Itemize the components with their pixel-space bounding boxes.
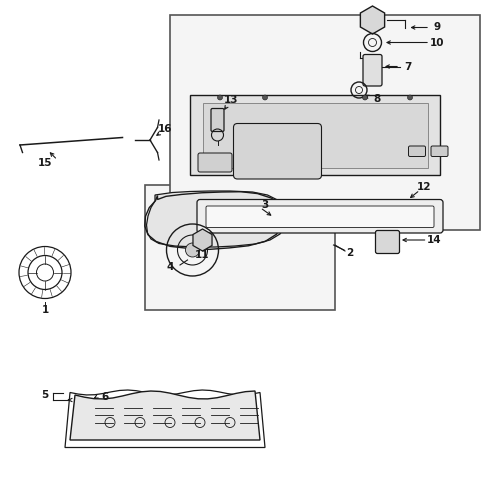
FancyBboxPatch shape xyxy=(431,146,448,156)
Bar xyxy=(170,15,480,230)
FancyBboxPatch shape xyxy=(408,146,426,156)
Text: 13: 13 xyxy=(224,95,238,105)
Text: 1: 1 xyxy=(42,305,48,315)
Text: 11: 11 xyxy=(195,250,210,260)
Circle shape xyxy=(408,95,412,100)
Text: 4: 4 xyxy=(166,262,173,272)
Text: 14: 14 xyxy=(426,235,442,245)
Text: 9: 9 xyxy=(434,22,441,32)
Polygon shape xyxy=(360,6,384,34)
FancyBboxPatch shape xyxy=(234,124,322,179)
Circle shape xyxy=(186,243,200,257)
Bar xyxy=(202,102,428,168)
Polygon shape xyxy=(70,391,260,440)
FancyBboxPatch shape xyxy=(206,206,434,228)
Circle shape xyxy=(218,95,222,100)
Text: 15: 15 xyxy=(38,158,52,168)
Polygon shape xyxy=(190,95,440,175)
Text: 7: 7 xyxy=(404,62,411,72)
Text: 12: 12 xyxy=(417,182,431,192)
Circle shape xyxy=(262,95,268,100)
Polygon shape xyxy=(146,191,288,247)
Text: 10: 10 xyxy=(430,38,445,48)
Text: 16: 16 xyxy=(158,124,172,134)
Text: 5: 5 xyxy=(42,390,48,400)
FancyBboxPatch shape xyxy=(376,230,400,254)
Polygon shape xyxy=(193,229,212,251)
Text: 3: 3 xyxy=(262,200,268,210)
Text: 6: 6 xyxy=(102,392,108,402)
Text: 2: 2 xyxy=(346,248,354,258)
Text: 8: 8 xyxy=(374,94,381,104)
FancyBboxPatch shape xyxy=(363,54,382,86)
FancyBboxPatch shape xyxy=(198,153,232,172)
FancyBboxPatch shape xyxy=(197,200,443,233)
FancyBboxPatch shape xyxy=(211,108,224,132)
Circle shape xyxy=(362,95,368,100)
Bar xyxy=(145,185,335,310)
